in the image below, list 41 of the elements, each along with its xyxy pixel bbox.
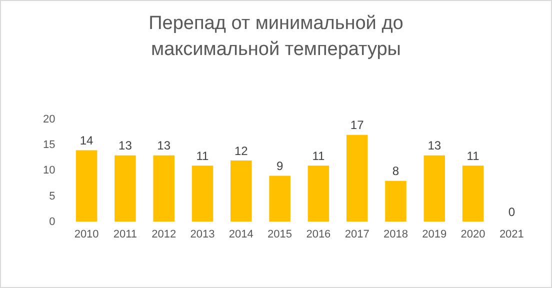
data-label: 12	[234, 144, 248, 158]
data-label: 8	[392, 164, 400, 178]
data-label: 11	[312, 148, 325, 163]
data-label: 13	[428, 138, 442, 153]
bar	[114, 155, 136, 222]
data-label: 0	[508, 205, 516, 220]
data-label: 13	[118, 138, 132, 153]
y-tick-label: 0	[49, 216, 56, 228]
data-label: 14	[80, 134, 94, 148]
data-label: 11	[196, 148, 210, 163]
chart-title: Перепад от минимальной до максимальной температуры	[148, 12, 404, 62]
data-label: 17	[350, 118, 364, 132]
bar	[385, 180, 406, 222]
x-tick-label: 2011	[113, 228, 138, 240]
bar	[192, 166, 214, 222]
x-tick-label: 2012	[152, 228, 176, 240]
data-label: 11	[466, 148, 480, 163]
y-tick-label: 10	[42, 164, 56, 177]
data-label: 9	[276, 159, 284, 174]
data-label: 13	[157, 138, 171, 153]
x-tick-label: 2014	[228, 228, 254, 240]
x-tick-label: 2013	[190, 228, 215, 240]
x-tick-label: 2016	[306, 228, 331, 240]
bar	[153, 155, 174, 222]
x-tick-label: 2010	[74, 228, 99, 240]
x-tick-label: 2021	[499, 228, 524, 240]
y-tick-label: 20	[42, 114, 56, 126]
x-tick-label: 2019	[422, 228, 447, 240]
bar	[308, 166, 330, 222]
bar	[230, 160, 252, 222]
bar	[462, 166, 484, 222]
bar	[424, 155, 446, 222]
x-tick-label: 2015	[268, 228, 292, 240]
x-tick-label: 2017	[344, 228, 370, 240]
bar	[76, 150, 98, 222]
x-tick-label: 2018	[383, 228, 408, 240]
bar	[346, 134, 368, 222]
x-tick-label: 2020	[460, 228, 486, 240]
y-tick-label: 5	[49, 190, 56, 202]
y-tick-label: 15	[42, 139, 56, 152]
bar	[269, 176, 290, 222]
